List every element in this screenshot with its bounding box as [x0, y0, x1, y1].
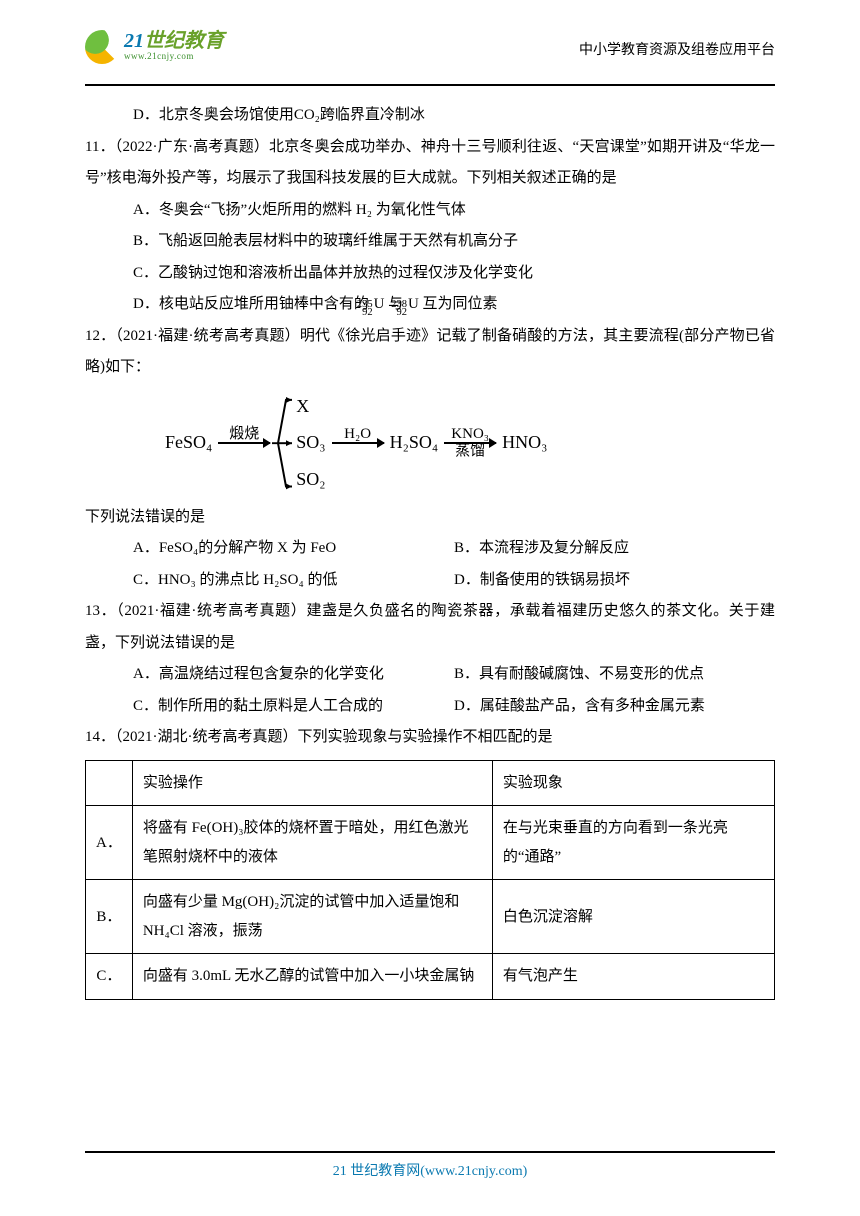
- logo-subtitle: www.21cnjy.com: [124, 52, 224, 62]
- logo-title-green: 世纪教育: [144, 30, 224, 52]
- arrow-icon: [444, 442, 496, 444]
- table-row-label: C．: [86, 954, 133, 1000]
- table-cell-phenomenon: 有气泡产生: [492, 954, 774, 1000]
- q13-option-d: D．属硅酸盐产品，含有多种金属元素: [454, 691, 775, 723]
- q14-table: 实验操作 实验现象 A． 将盛有 Fe(OH)₃胶体的烧杯置于暗处，用红色激光笔…: [85, 760, 775, 1000]
- page-footer: 21 世纪教育网(www.21cnjy.com): [85, 1151, 775, 1186]
- page-header: 21世纪教育 www.21cnjy.com 中小学教育资源及组卷应用平台: [85, 30, 775, 80]
- q11-option-b: B．飞船返回舱表层材料中的玻璃纤维属于天然有机高分子: [133, 226, 775, 258]
- footer-link: (www.21cnjy.com): [420, 1164, 527, 1179]
- q12-post: 下列说法错误的是: [85, 502, 775, 534]
- rxn-x: X: [296, 394, 309, 419]
- q11-option-d: D．核电站反应堆所用铀棒中含有的 23592U 与 23892U 互为同位素: [133, 289, 775, 321]
- arrow-icon: [218, 442, 270, 444]
- rxn-blank-below: [242, 444, 246, 459]
- q14-stem: 14．（2021·湖北·统考高考真题）下列实验现象与实验操作不相匹配的是: [85, 722, 775, 754]
- q10-option-d: D．北京冬奥会场馆使用CO₂跨临界直冷制冰: [133, 100, 775, 132]
- q12-option-a: A．FeSO₄的分解产物 X 为 FeO: [133, 533, 454, 565]
- table-cell-operation: 向盛有 3.0mL 无水乙醇的试管中加入一小块金属钠: [132, 954, 492, 1000]
- bracket-icon: [272, 394, 292, 492]
- footer-text: 21 世纪教育网(www.21cnjy.com): [333, 1164, 528, 1179]
- q12-stem: 12．（2021·福建·统考高考真题）明代《徐光启手迹》记载了制备硝酸的方法，其…: [85, 321, 775, 384]
- header-divider: [85, 84, 775, 86]
- document-body: D．北京冬奥会场馆使用CO₂跨临界直冷制冰 11．（2022·广东·高考真题）北…: [85, 100, 775, 1000]
- rxn-arrow-calcine: 煅烧: [218, 427, 270, 459]
- rxn-kno3-label: KNO₃: [451, 427, 489, 442]
- q13-option-c: C．制作所用的黏土原料是人工合成的: [133, 691, 454, 723]
- rxn-h2o-label: H₂O: [344, 427, 371, 442]
- q11-stem: 11．（2022·广东·高考真题）北京冬奥会成功举办、神舟十三号顺利往返、“天宫…: [85, 132, 775, 195]
- logo-title: 21世纪教育: [124, 30, 224, 52]
- q12-option-d: D．制备使用的铁锅易损坏: [454, 565, 775, 597]
- q11-option-a: A．冬奥会“飞扬”火炬所用的燃料 H₂ 为氧化性气体: [133, 195, 775, 227]
- table-row-label: B．: [86, 880, 133, 954]
- q13-stem: 13．（2021·福建·统考高考真题）建盏是久负盛名的陶瓷茶器，承载着福建历史悠…: [85, 596, 775, 659]
- table-row: B． 向盛有少量 Mg(OH)₂沉淀的试管中加入适量饱和 NH₄Cl 溶液，振荡…: [86, 880, 775, 954]
- rxn-so3: SO₃: [296, 430, 325, 455]
- rxn-arrow-kno3: KNO₃ 蒸馏: [444, 427, 496, 459]
- table-row: A． 将盛有 Fe(OH)₃胶体的烧杯置于暗处，用红色激光笔照射烧杯中的液体 在…: [86, 806, 775, 880]
- rxn-h2so4: H₂SO₄: [390, 430, 439, 455]
- table-row-label: A．: [86, 806, 133, 880]
- rxn-hno3: HNO₃: [502, 430, 547, 455]
- rxn-calcine-label: 煅烧: [229, 427, 259, 442]
- table-header-row: 实验操作 实验现象: [86, 760, 775, 806]
- q13-option-b: B．具有耐酸碱腐蚀、不易变形的优点: [454, 659, 775, 691]
- table-cell-operation: 将盛有 Fe(OH)₃胶体的烧杯置于暗处，用红色激光笔照射烧杯中的液体: [132, 806, 492, 880]
- rxn-feso4: FeSO₄: [165, 430, 212, 455]
- table-header-phenomenon: 实验现象: [492, 760, 774, 806]
- table-cell-phenomenon: 在与光束垂直的方向看到一条光亮的“通路”: [492, 806, 774, 880]
- table-header-operation: 实验操作: [132, 760, 492, 806]
- table-row: C． 向盛有 3.0mL 无水乙醇的试管中加入一小块金属钠 有气泡产生: [86, 954, 775, 1000]
- logo-runner-icon: [85, 30, 119, 64]
- q11-d-pre: D．核电站反应堆所用铀棒中含有的: [133, 296, 369, 312]
- q11-d-post: U 互为同位素: [408, 296, 498, 312]
- site-logo: 21世纪教育 www.21cnjy.com: [85, 30, 224, 64]
- rxn-distill-label: 蒸馏: [455, 444, 485, 459]
- footer-pre: 21 世纪教育网: [333, 1164, 421, 1179]
- logo-title-blue: 21: [124, 30, 144, 52]
- q12-option-b: B．本流程涉及复分解反应: [454, 533, 775, 565]
- header-tagline: 中小学教育资源及组卷应用平台: [579, 30, 775, 65]
- rxn-so2: SO₂: [296, 467, 325, 492]
- table-cell-operation: 向盛有少量 Mg(OH)₂沉淀的试管中加入适量饱和 NH₄Cl 溶液，振荡: [132, 880, 492, 954]
- rxn-arrow-h2o: H₂O: [332, 427, 384, 459]
- q13-option-a: A．高温烧结过程包含复杂的化学变化: [133, 659, 454, 691]
- table-cell-phenomenon: 白色沉淀溶解: [492, 880, 774, 954]
- arrow-icon: [332, 442, 384, 444]
- q12-reaction-diagram: FeSO₄ 煅烧 X SO₃ H₂O: [165, 394, 775, 492]
- table-corner: [86, 760, 133, 806]
- rxn-triple-products: X SO₃ H₂O H₂SO₄ KNO₃ 蒸馏 HNO₃ SO₂: [296, 394, 547, 492]
- q12-option-c: C．HNO₃ 的沸点比 H₂SO₄ 的低: [133, 565, 454, 597]
- q11-option-c: C．乙酸钠过饱和溶液析出晶体并放热的过程仅涉及化学变化: [133, 258, 775, 290]
